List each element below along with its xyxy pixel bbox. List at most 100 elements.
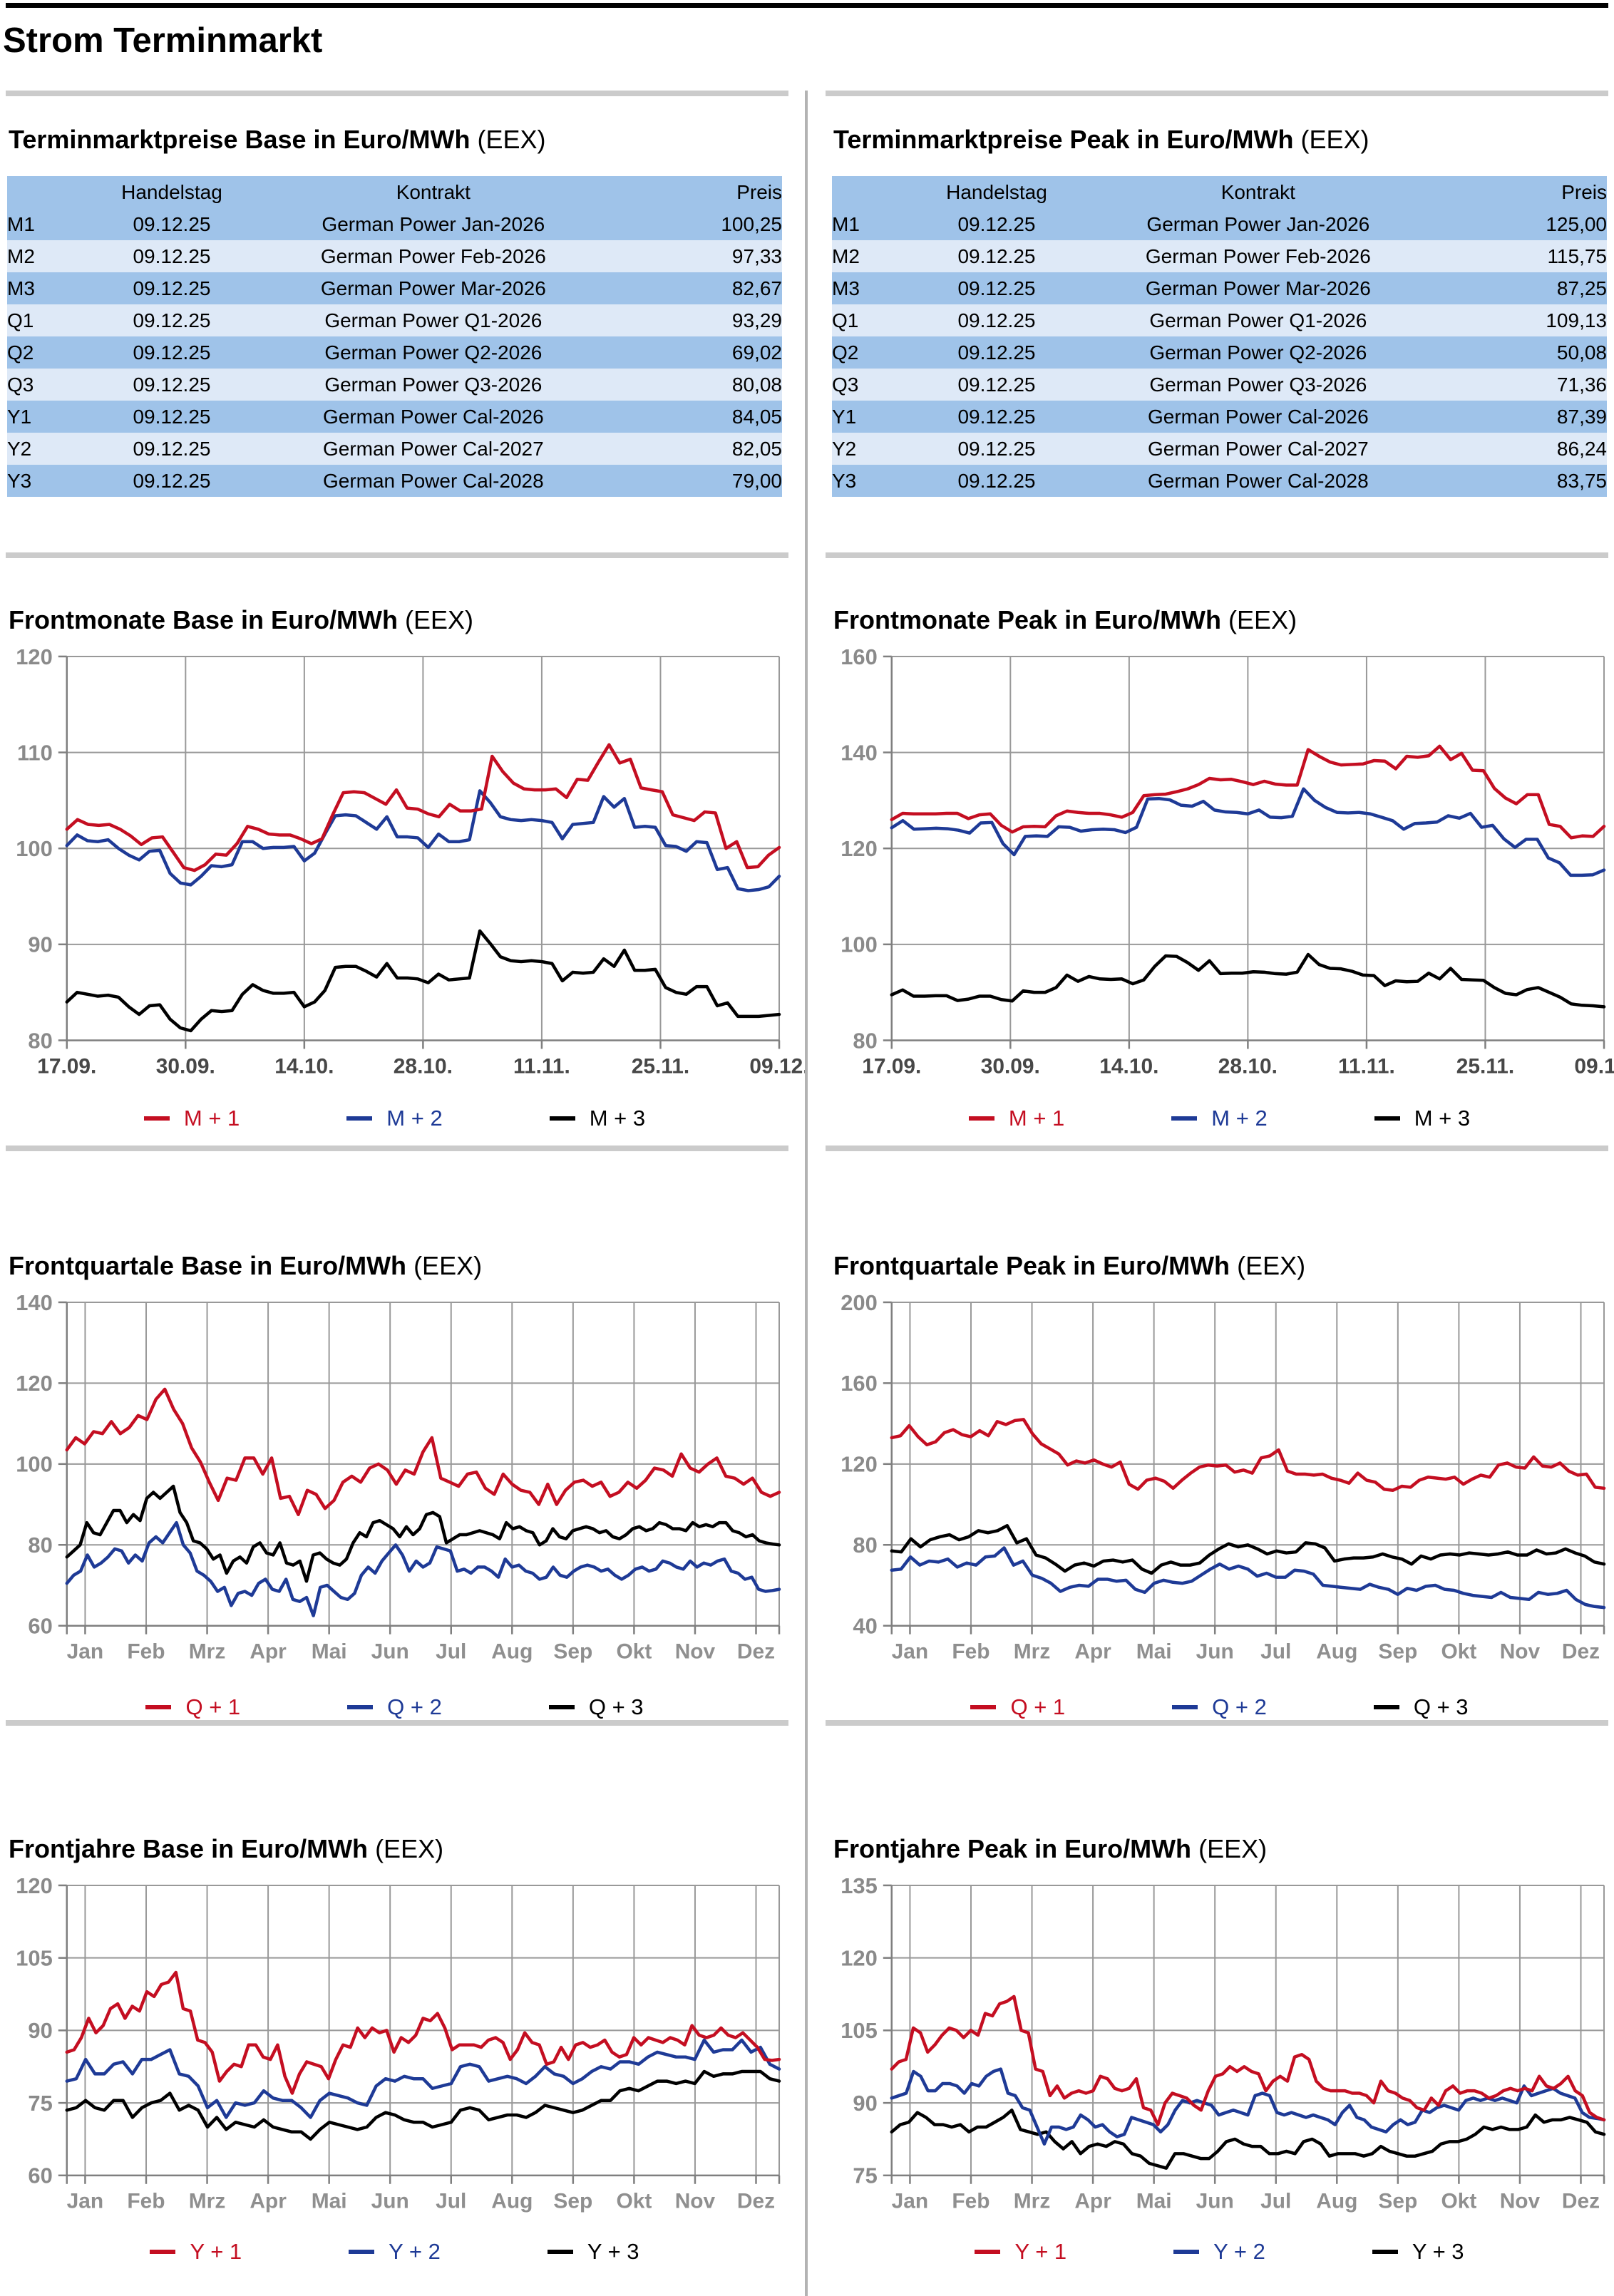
column-header: Preis: [1561, 180, 1607, 203]
series-line-y+2: [65, 2039, 781, 2120]
legend-label: Q + 1: [1010, 1694, 1066, 1720]
gridlines: [66, 655, 781, 1041]
y-axis-labels: 60 80 100 120 140: [16, 1290, 53, 1639]
price: 115,75: [1547, 244, 1607, 267]
chart-frontmonate-base: 80 90 100 110 120 17.09. 30.09. 14.10. 28.10. 11.…: [7, 644, 808, 1131]
price: 86,24: [1556, 437, 1607, 460]
gridlines: [66, 1301, 781, 1627]
legend-line-swatch-icon: [346, 1116, 373, 1121]
series-line-q+3: [890, 1524, 1606, 1575]
chart-title-text: Frontmonate Base in Euro/MWh: [9, 605, 399, 634]
row-label: Y3: [7, 469, 32, 492]
y-tick-label: 160: [841, 644, 878, 669]
x-axis-labels: Jan Feb Mrz Apr Mai Jun Jul Aug Sep Okt Nov Dez: [67, 1640, 775, 1664]
legend-line-swatch-icon: [1171, 1116, 1198, 1121]
contract: German Power Feb-2026: [1145, 244, 1371, 267]
y-tick-label: 105: [16, 1946, 53, 1971]
legend-item: M + 1: [968, 1106, 1064, 1131]
row-label: M3: [832, 277, 860, 299]
trade-date: 09.12.25: [957, 341, 1036, 364]
contract: German Power Mar-2026: [320, 277, 546, 299]
x-tick-label: Feb: [952, 1640, 990, 1664]
x-axis-labels: Jan Feb Mrz Apr Mai Jun Jul Aug Sep Okt Nov Dez: [892, 1640, 1600, 1664]
contract: German Power Cal-2028: [322, 469, 544, 492]
price: 79,00: [731, 469, 782, 492]
x-tick-label: Dez: [1562, 2190, 1600, 2213]
legend-label: Q + 2: [1212, 1694, 1267, 1720]
legend-label: Y + 1: [190, 2239, 242, 2265]
x-tick-label: Aug: [1316, 1640, 1357, 1664]
column-header: [7, 176, 88, 208]
y-axis-labels: 75 90 105 120 135: [841, 1873, 878, 2188]
x-tick-label: 17.09.: [37, 1054, 96, 1078]
x-tick-label: Mrz: [1014, 1640, 1051, 1664]
y-tick-label: 80: [853, 1533, 877, 1558]
section-frontmonate: Frontmonate Base in Euro/MWh (EEX) 80 90 1…: [0, 552, 1614, 1151]
series-line-m+2: [890, 787, 1606, 877]
chart-legend: M + 1 M + 2 M + 3: [832, 1106, 1607, 1131]
y-tick-label: 80: [28, 1533, 52, 1558]
price: 80,08: [731, 373, 782, 396]
x-tick-label: Jan: [892, 1640, 929, 1664]
x-tick-label: Nov: [1500, 1640, 1541, 1664]
y-tick-label: 60: [28, 1614, 52, 1639]
series-line-q+3: [65, 1484, 781, 1583]
x-tick-label: Jan: [892, 2190, 929, 2213]
x-tick-label: 25.11.: [1456, 1054, 1515, 1078]
chart-legend: Y + 1 Y + 2 Y + 3: [7, 2239, 782, 2265]
x-tick-label: Apr: [250, 2190, 287, 2213]
top-rule: [6, 3, 1608, 8]
x-tick-label: Mrz: [189, 1640, 226, 1664]
legend-line-swatch-icon: [1373, 1705, 1399, 1710]
row-label: M1: [832, 212, 860, 235]
x-tick-label: Aug: [491, 1640, 533, 1664]
table-title-text: Terminmarktpreise Peak in Euro/MWh: [833, 125, 1294, 154]
x-tick-label: Sep: [553, 2190, 592, 2213]
series-lines: [890, 744, 1606, 1009]
table-row: Y1 09.12.25 German Power Cal-2026 84,05: [7, 401, 782, 433]
x-tick-label: Sep: [1378, 1640, 1417, 1664]
price: 125,00: [1546, 212, 1607, 235]
series-line-q+2: [65, 1520, 781, 1617]
x-tick-label: Jun: [1196, 1640, 1234, 1664]
x-tick-label: 30.09.: [156, 1054, 215, 1078]
table-row: M1 09.12.25 German Power Jan-2026 100,25: [7, 208, 782, 240]
chart-legend: Y + 1 Y + 2 Y + 3: [832, 2239, 1607, 2265]
y-axis-labels: 40 80 120 160 200: [841, 1290, 878, 1639]
series-line-m+2: [65, 789, 781, 892]
terminmarkt-table: Handelstag Kontrakt Preis M1 09.12.25 German …: [7, 176, 782, 497]
series-line-m+1: [65, 743, 781, 872]
axes: [883, 655, 1605, 1049]
chart-title-suffix: (EEX): [1228, 605, 1297, 634]
legend-item: M + 3: [1374, 1106, 1470, 1131]
legend-item: Y + 2: [349, 2239, 441, 2265]
axes: [58, 655, 781, 1049]
contract: German Power Jan-2026: [1146, 212, 1370, 235]
y-tick-label: 200: [841, 1290, 878, 1315]
trade-date: 09.12.25: [957, 437, 1036, 460]
y-tick-label: 40: [853, 1614, 877, 1639]
trade-date: 09.12.25: [957, 277, 1036, 299]
table-row: Q3 09.12.25 German Power Q3-2026 80,08: [7, 369, 782, 401]
contract: German Power Cal-2027: [1147, 437, 1369, 460]
section-frontjahre: Frontjahre Base in Euro/MWh (EEX) 60 75 90…: [0, 1720, 1614, 2296]
y-axis-labels: 80 100 120 140 160: [841, 644, 878, 1054]
axes: [58, 1885, 781, 2185]
legend-label: Y + 3: [587, 2239, 639, 2265]
x-tick-label: Feb: [952, 2190, 990, 2213]
chart-legend: Q + 1 Q + 2 Q + 3: [832, 1694, 1607, 1720]
table-row: Q1 09.12.25 German Power Q1-2026 109,13: [832, 304, 1607, 336]
y-tick-label: 100: [841, 932, 878, 957]
y-tick-label: 120: [16, 1371, 53, 1396]
y-tick-label: 100: [16, 1452, 53, 1477]
chart-frontquartale-peak: 40 80 120 160 200 Jan Feb Mrz Apr Mai Jun Jul Aug Sep…: [832, 1289, 1607, 1720]
x-tick-label: Apr: [250, 1640, 287, 1664]
contract: German Power Q2-2026: [1149, 341, 1367, 364]
trade-date: 09.12.25: [957, 373, 1036, 396]
trade-date: 09.12.25: [957, 309, 1036, 331]
legend-line-swatch-icon: [549, 1116, 575, 1121]
row-label: Q3: [7, 373, 34, 396]
chart-panel-frontjahre-peak: Frontjahre Peak in Euro/MWh (EEX) 75 90 10…: [792, 1726, 1614, 2265]
row-label: M2: [832, 244, 860, 267]
column-header: Kontrakt: [1220, 180, 1295, 203]
